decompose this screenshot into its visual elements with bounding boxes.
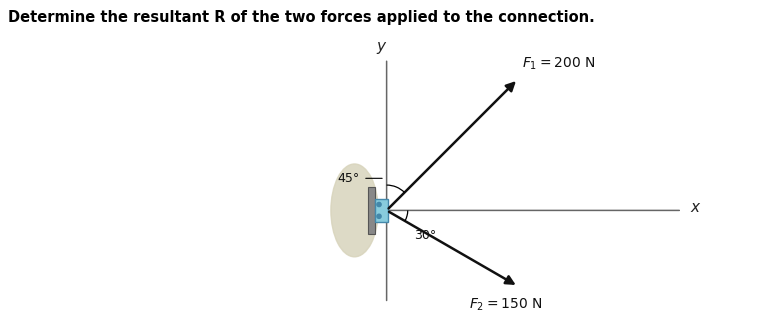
Circle shape (377, 202, 381, 207)
Text: x: x (690, 200, 699, 214)
Text: $F_2 = 150$ N: $F_2 = 150$ N (469, 297, 543, 313)
Text: y: y (376, 39, 385, 54)
Text: $F_1 = 200$ N: $F_1 = 200$ N (522, 56, 596, 72)
Bar (368, 187, 375, 234)
Circle shape (377, 214, 381, 218)
Text: 45°: 45° (337, 172, 360, 185)
Ellipse shape (331, 164, 378, 257)
Text: 30°: 30° (414, 229, 436, 242)
Text: Determine the resultant R of the two forces applied to the connection.: Determine the resultant R of the two for… (8, 10, 594, 25)
Bar (375, 199, 388, 222)
